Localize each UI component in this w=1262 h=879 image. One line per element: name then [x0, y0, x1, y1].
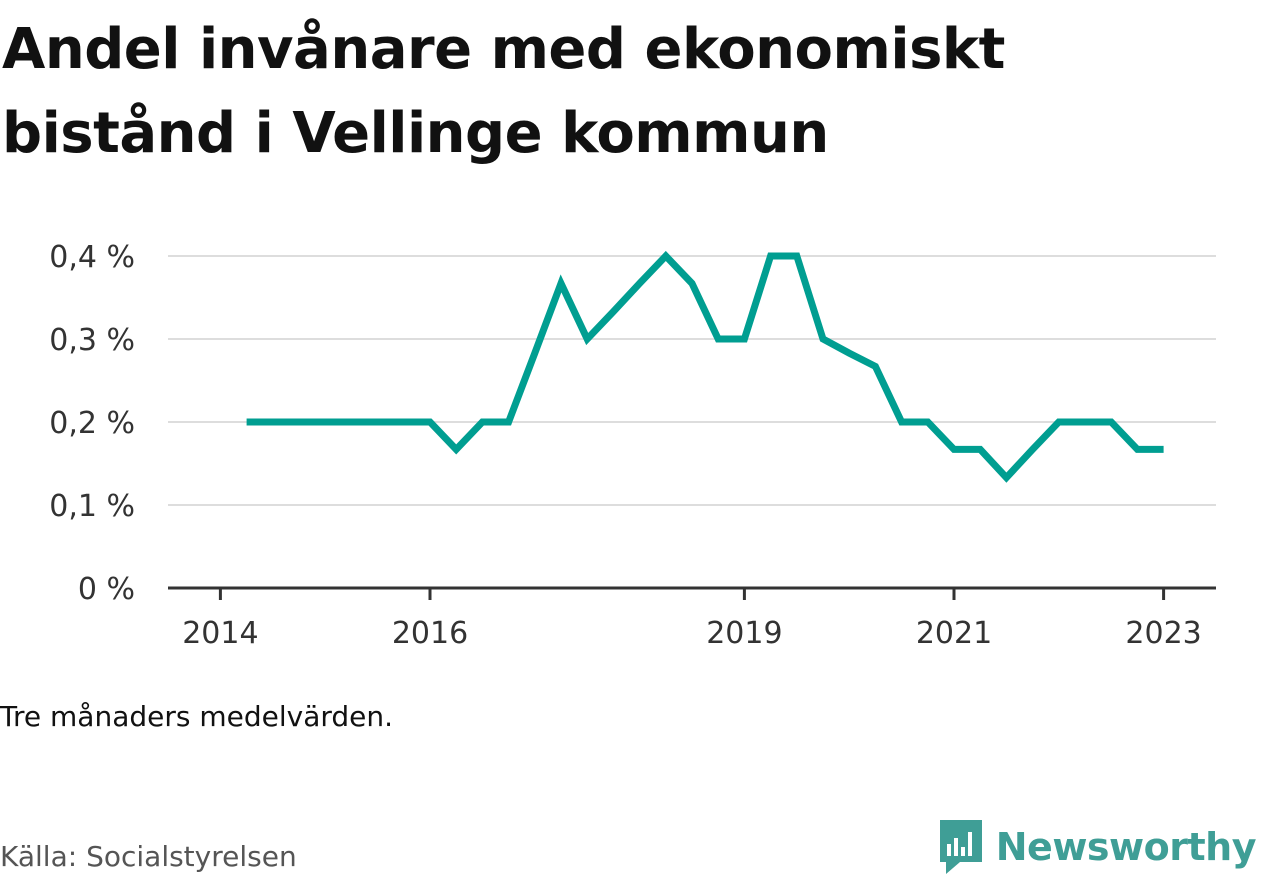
x-tick-label: 2021: [916, 616, 992, 651]
brand-name: Newsworthy: [995, 825, 1257, 869]
x-tick-label: 2019: [706, 616, 782, 651]
y-tick-label: 0 %: [78, 572, 135, 607]
x-tick-label: 2014: [182, 616, 258, 651]
grid-lines: [168, 255, 1216, 506]
y-tick-label: 0,1 %: [49, 489, 135, 524]
x-tick-label: 2016: [392, 616, 468, 651]
x-tick-label: 2023: [1125, 616, 1201, 651]
chart-title: Andel invånare med ekonomiskt bistånd i …: [2, 17, 1005, 166]
newsworthy-logo-icon: [939, 820, 982, 874]
y-axis-labels: 0 % 0,1 % 0,2 % 0,3 % 0,4 %: [49, 240, 135, 607]
y-tick-label: 0,3 %: [49, 323, 135, 358]
brand-logo[interactable]: Newsworthy: [936, 818, 1257, 876]
x-axis-ticks: 2014 2016 2019 2021 2023: [182, 588, 1202, 651]
series-line: [246, 250, 1164, 483]
y-tick-label: 0,4 %: [49, 240, 135, 275]
line-chart: 0 % 0,1 % 0,2 % 0,3 % 0,4 % 2014 2016 2019 2021…: [49, 240, 1216, 651]
source-label: Källa: Socialstyrelsen: [0, 840, 297, 873]
chart-note: Tre månaders medelvärden.: [0, 700, 394, 733]
y-tick-label: 0,2 %: [49, 406, 135, 441]
